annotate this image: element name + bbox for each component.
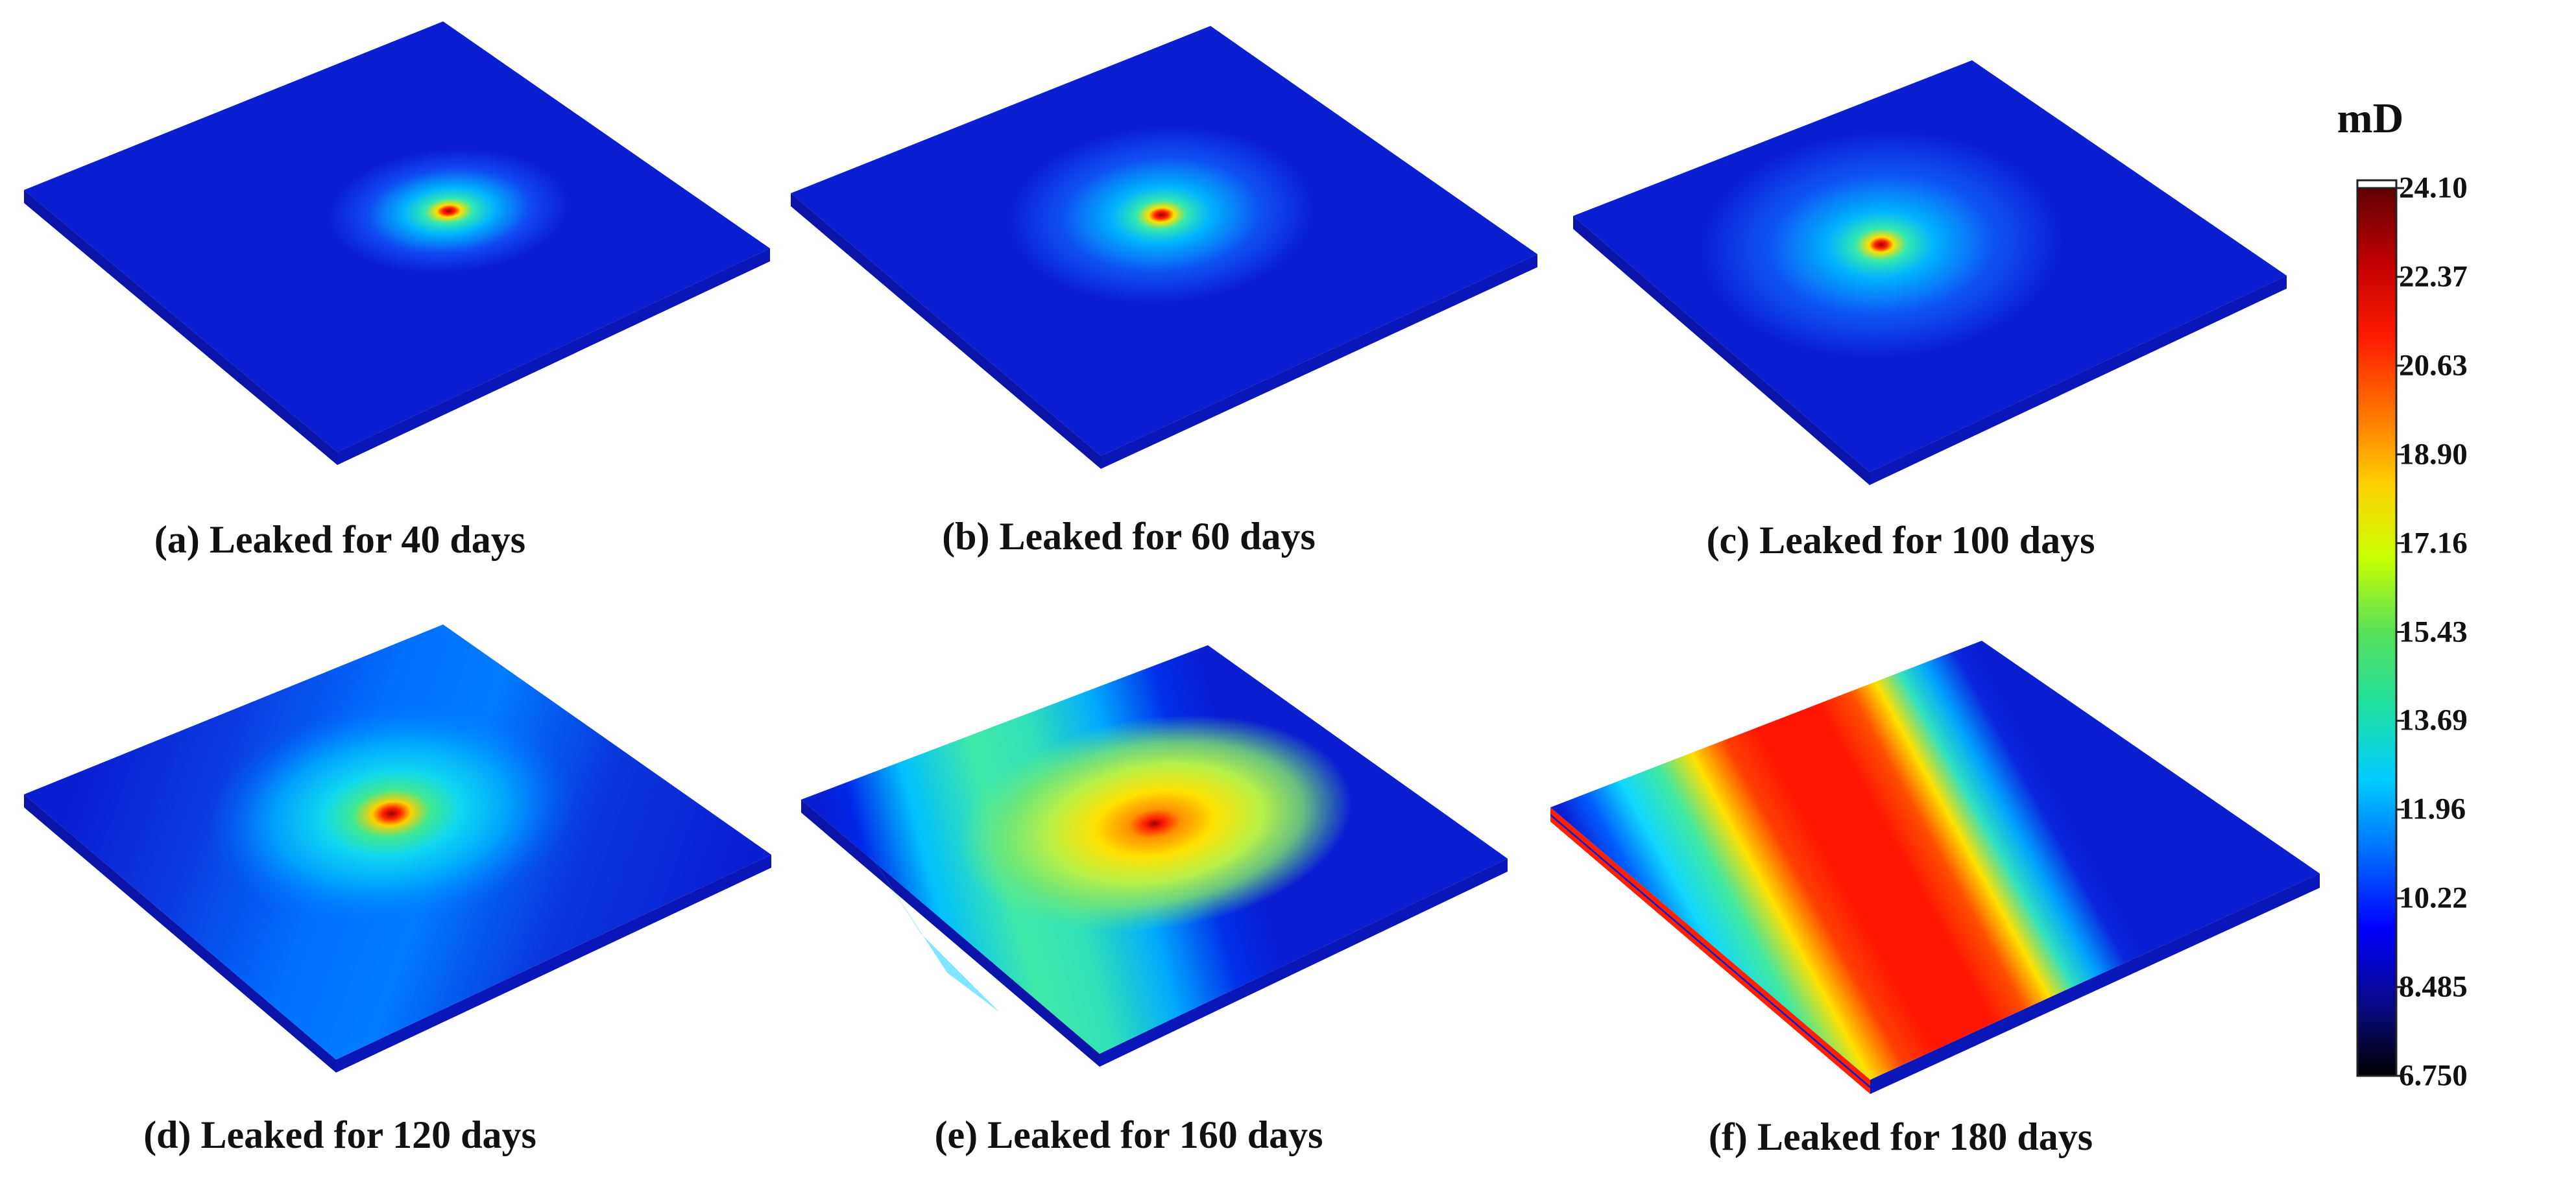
colorbar-tick-label: 13.69 bbox=[2399, 703, 2468, 737]
panel-d-left-side bbox=[24, 794, 336, 1073]
panel-b-permeability-field bbox=[791, 26, 1537, 456]
colorbar-unit: mD bbox=[2337, 95, 2404, 142]
panel-c bbox=[1573, 60, 2287, 485]
colorbar-tick-label: 24.10 bbox=[2399, 171, 2468, 205]
colorbar-tick-label: 11.96 bbox=[2399, 792, 2466, 826]
colorbar-tick-label: 18.90 bbox=[2399, 437, 2468, 471]
panel-b bbox=[791, 26, 1537, 469]
caption-f: (f) Leaked for 180 days bbox=[1708, 1115, 2093, 1158]
caption-a: (a) Leaked for 40 days bbox=[154, 518, 526, 561]
panel-f-permeability-field bbox=[1550, 641, 2320, 1080]
panel-f-front-side bbox=[1870, 874, 2320, 1094]
panel-d-permeability-field-plume bbox=[24, 624, 771, 1060]
panel-b-left-side bbox=[791, 193, 1101, 469]
panel-a-permeability-field bbox=[24, 21, 770, 452]
panel-e-permeability-field-plume bbox=[801, 645, 1508, 1054]
panel-f-side-stripe bbox=[1550, 813, 1870, 1089]
panel-a bbox=[24, 21, 770, 465]
colorbar bbox=[2356, 187, 2398, 1077]
panel-a-front-side bbox=[337, 248, 770, 465]
colorbar-tick-label: 6.750 bbox=[2399, 1058, 2468, 1093]
panel-f bbox=[1550, 641, 2320, 1094]
colorbar-tick-label: 15.43 bbox=[2399, 615, 2468, 648]
panel-c-left-side bbox=[1573, 216, 1870, 485]
panel-e-front-side bbox=[1100, 859, 1508, 1067]
panel-c-front-side bbox=[1870, 276, 2287, 485]
colorbar-tick-label: 8.485 bbox=[2399, 969, 2468, 1004]
caption-b: (b) Leaked for 60 days bbox=[942, 515, 1316, 558]
colorbar-tick-label: 20.63 bbox=[2399, 348, 2468, 383]
panel-a-left-side bbox=[24, 190, 337, 465]
colorbar-tick-label: 22.37 bbox=[2399, 259, 2468, 294]
caption-c: (c) Leaked for 100 days bbox=[1706, 519, 2095, 562]
panel-b-front-side bbox=[1101, 254, 1537, 469]
caption-e: (e) Leaked for 160 days bbox=[934, 1113, 1323, 1156]
panel-d bbox=[24, 624, 771, 1073]
colorbar-tick-label: 10.22 bbox=[2399, 881, 2468, 915]
colorbar-overflow-cap bbox=[2356, 179, 2398, 189]
panel-e-left-side bbox=[801, 800, 1100, 1067]
colorbar-tick-label: 17.16 bbox=[2399, 526, 2468, 560]
caption-d: (d) Leaked for 120 days bbox=[143, 1113, 536, 1156]
panel-d-front-side bbox=[336, 855, 771, 1073]
panel-c-permeability-field bbox=[1573, 60, 2287, 472]
panel-e bbox=[801, 645, 1508, 1067]
